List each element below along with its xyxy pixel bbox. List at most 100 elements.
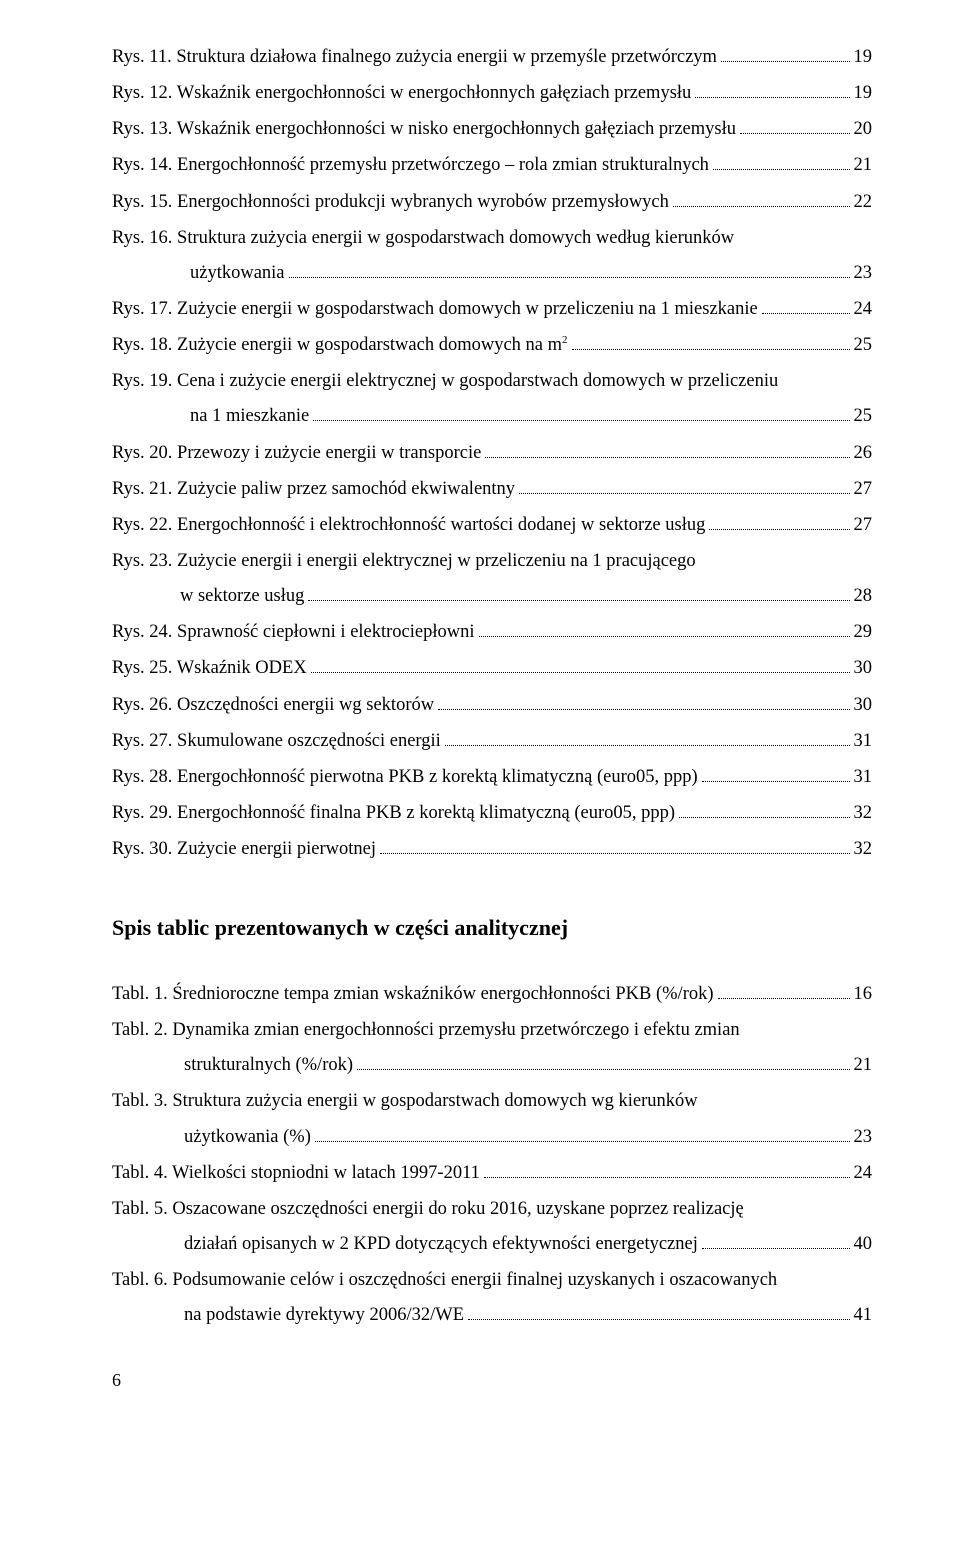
rys_entries-label: Rys. 12. Wskaźnik energochłonności w ene… [112, 76, 691, 111]
rys_entries-entry: Rys. 11. Struktura działowa finalnego zu… [112, 40, 872, 75]
toc-dots [311, 672, 850, 673]
rys_entries-label: Rys. 21. Zużycie paliw przez samochód ek… [112, 472, 515, 507]
rys_entries-label2: użytkowania [190, 256, 285, 291]
tabl_entries-page: 16 [854, 977, 873, 1012]
rys_entries-entry: Rys. 27. Skumulowane oszczędności energi… [112, 724, 872, 759]
rys_entries-label: Rys. 14. Energochłonność przemysłu przet… [112, 148, 709, 183]
tabl_entries-line2: działań opisanych w 2 KPD dotyczących ef… [112, 1227, 872, 1262]
toc-dots [468, 1319, 849, 1320]
rys_entries-label: Rys. 20. Przewozy i zużycie energii w tr… [112, 436, 481, 471]
tabl_entries-page: 21 [854, 1048, 873, 1083]
tabl_entries-page: 24 [854, 1156, 873, 1191]
rys_entries-page: 30 [854, 651, 873, 686]
tabl_entries-page: 23 [854, 1120, 873, 1155]
rys_entries-label: Rys. 28. Energochłonność pierwotna PKB z… [112, 760, 698, 795]
tabl_entries-label2: na podstawie dyrektywy 2006/32/WE [184, 1298, 464, 1333]
tabl_entries-label: Tabl. 3. Struktura zużycia energii w gos… [112, 1091, 698, 1111]
rys_entries-page: 19 [854, 76, 873, 111]
tabl_entries-page: 40 [854, 1227, 873, 1262]
tabl_entries-label2: użytkowania (%) [184, 1120, 311, 1155]
rys_entries-entry: Rys. 21. Zużycie paliw przez samochód ek… [112, 472, 872, 507]
rys_entries-label2: na 1 mieszkanie [190, 399, 309, 434]
rys_entries-page: 24 [854, 292, 873, 327]
toc-container: Rys. 11. Struktura działowa finalnego zu… [112, 40, 872, 1333]
toc-dots [702, 1248, 850, 1249]
rys_entries-label: Rys. 16. Struktura zużycia energii w gos… [112, 228, 734, 248]
tabl_entries-entry: Tabl. 4. Wielkości stopniodni w latach 1… [112, 1156, 872, 1191]
tabl_entries-label: Tabl. 2. Dynamika zmian energochłonności… [112, 1020, 740, 1040]
rys_entries-page: 23 [854, 256, 873, 291]
rys_entries-line2: użytkowania 23 [112, 256, 872, 291]
toc-dots [380, 853, 849, 854]
rys_entries-label: Rys. 29. Energochłonność finalna PKB z k… [112, 796, 675, 831]
rys_entries-line2: na 1 mieszkanie25 [112, 399, 872, 434]
toc-dots [484, 1177, 850, 1178]
rys_entries-line1: Rys. 23. Zużycie energii i energii elekt… [112, 544, 872, 579]
rys_entries-entry: Rys. 18. Zużycie energii w gospodarstwac… [112, 328, 872, 363]
rys_entries-page: 30 [854, 688, 873, 723]
rys_entries-page: 32 [854, 832, 873, 867]
rys_entries-entry: Rys. 22. Energochłonność i elektrochłonn… [112, 508, 872, 543]
toc-dots [485, 457, 849, 458]
rys_entries-entry: Rys. 30. Zużycie energii pierwotnej 32 [112, 832, 872, 867]
toc-dots [762, 313, 850, 314]
rys_entries-page: 25 [854, 328, 873, 363]
tabl_entries-label: Tabl. 5. Oszacowane oszczędności energii… [112, 1199, 744, 1219]
toc-dots [718, 998, 850, 999]
section-title: Spis tablic prezentowanych w części anal… [112, 907, 872, 949]
tabl_entries-label: Tabl. 4. Wielkości stopniodni w latach 1… [112, 1156, 480, 1191]
rys_entries-label: Rys. 30. Zużycie energii pierwotnej [112, 832, 376, 867]
tabl_entries-line1: Tabl. 6. Podsumowanie celów i oszczędnoś… [112, 1263, 872, 1298]
rys_entries-entry: Rys. 28. Energochłonność pierwotna PKB z… [112, 760, 872, 795]
rys_entries-entry: Rys. 12. Wskaźnik energochłonności w ene… [112, 76, 872, 111]
rys_entries-line2: w sektorze usług 28 [112, 579, 872, 614]
rys_entries-entry: Rys. 25. Wskaźnik ODEX 30 [112, 651, 872, 686]
rys_entries-page: 28 [854, 579, 873, 614]
toc-dots [313, 420, 849, 421]
toc-dots [740, 133, 850, 134]
rys_entries-page: 31 [854, 724, 873, 759]
tabl_entries-line2: na podstawie dyrektywy 2006/32/WE 41 [112, 1298, 872, 1333]
rys_entries-entry: Rys. 14. Energochłonność przemysłu przet… [112, 148, 872, 183]
rys_entries-label: Rys. 27. Skumulowane oszczędności energi… [112, 724, 441, 759]
tabl_entries-line2: użytkowania (%) 23 [112, 1120, 872, 1155]
rys_entries-label: Rys. 25. Wskaźnik ODEX [112, 651, 307, 686]
rys_entries-entry: Rys. 17. Zużycie energii w gospodarstwac… [112, 292, 872, 327]
rys_entries-line1: Rys. 16. Struktura zużycia energii w gos… [112, 221, 872, 256]
rys_entries-page: 20 [854, 112, 873, 147]
toc-dots [713, 169, 850, 170]
tabl_entries-line1: Tabl. 2. Dynamika zmian energochłonności… [112, 1013, 872, 1048]
rys_entries-label: Rys. 11. Struktura działowa finalnego zu… [112, 40, 717, 75]
tabl_entries-label: Tabl. 6. Podsumowanie celów i oszczędnoś… [112, 1270, 777, 1290]
toc-dots [702, 781, 850, 782]
page-number: 6 [112, 1363, 872, 1397]
rys_entries-entry: Rys. 26. Oszczędności energii wg sektoró… [112, 688, 872, 723]
toc-dots [572, 349, 850, 350]
superscript: 2 [562, 334, 568, 346]
toc-dots [721, 61, 850, 62]
rys_entries-label: Rys. 24. Sprawność ciepłowni i elektroci… [112, 615, 475, 650]
rys_entries-entry: Rys. 15. Energochłonności produkcji wybr… [112, 185, 872, 220]
rys_entries-page: 26 [854, 436, 873, 471]
toc-dots [709, 529, 849, 530]
toc-dots [519, 493, 849, 494]
rys_entries-label: Rys. 26. Oszczędności energii wg sektoró… [112, 688, 434, 723]
rys_entries-label: Rys. 19. Cena i zużycie energii elektryc… [112, 371, 778, 391]
rys_entries-label: Rys. 18. Zużycie energii w gospodarstwac… [112, 328, 568, 363]
tabl_entries-line1: Tabl. 3. Struktura zużycia energii w gos… [112, 1084, 872, 1119]
rys_entries-label: Rys. 13. Wskaźnik energochłonności w nis… [112, 112, 736, 147]
rys_entries-label: Rys. 15. Energochłonności produkcji wybr… [112, 185, 669, 220]
rys_entries-page: 31 [854, 760, 873, 795]
toc-dots [695, 97, 849, 98]
toc-dots [679, 817, 849, 818]
rys_entries-label2: w sektorze usług [180, 579, 304, 614]
tabl_entries-page: 41 [854, 1298, 873, 1333]
rys_entries-page: 27 [854, 508, 873, 543]
tabl_entries-label: Tabl. 1. Średnioroczne tempa zmian wskaź… [112, 977, 714, 1012]
toc-dots [289, 277, 850, 278]
rys_entries-label: Rys. 17. Zużycie energii w gospodarstwac… [112, 292, 758, 327]
rys_entries-page: 27 [854, 472, 873, 507]
toc-dots [308, 600, 849, 601]
toc-dots [357, 1069, 849, 1070]
toc-dots [438, 709, 849, 710]
